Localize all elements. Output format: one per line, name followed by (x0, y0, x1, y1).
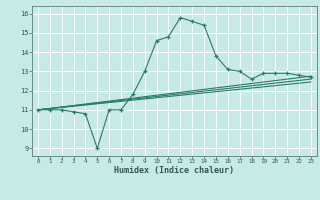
X-axis label: Humidex (Indice chaleur): Humidex (Indice chaleur) (115, 166, 234, 175)
